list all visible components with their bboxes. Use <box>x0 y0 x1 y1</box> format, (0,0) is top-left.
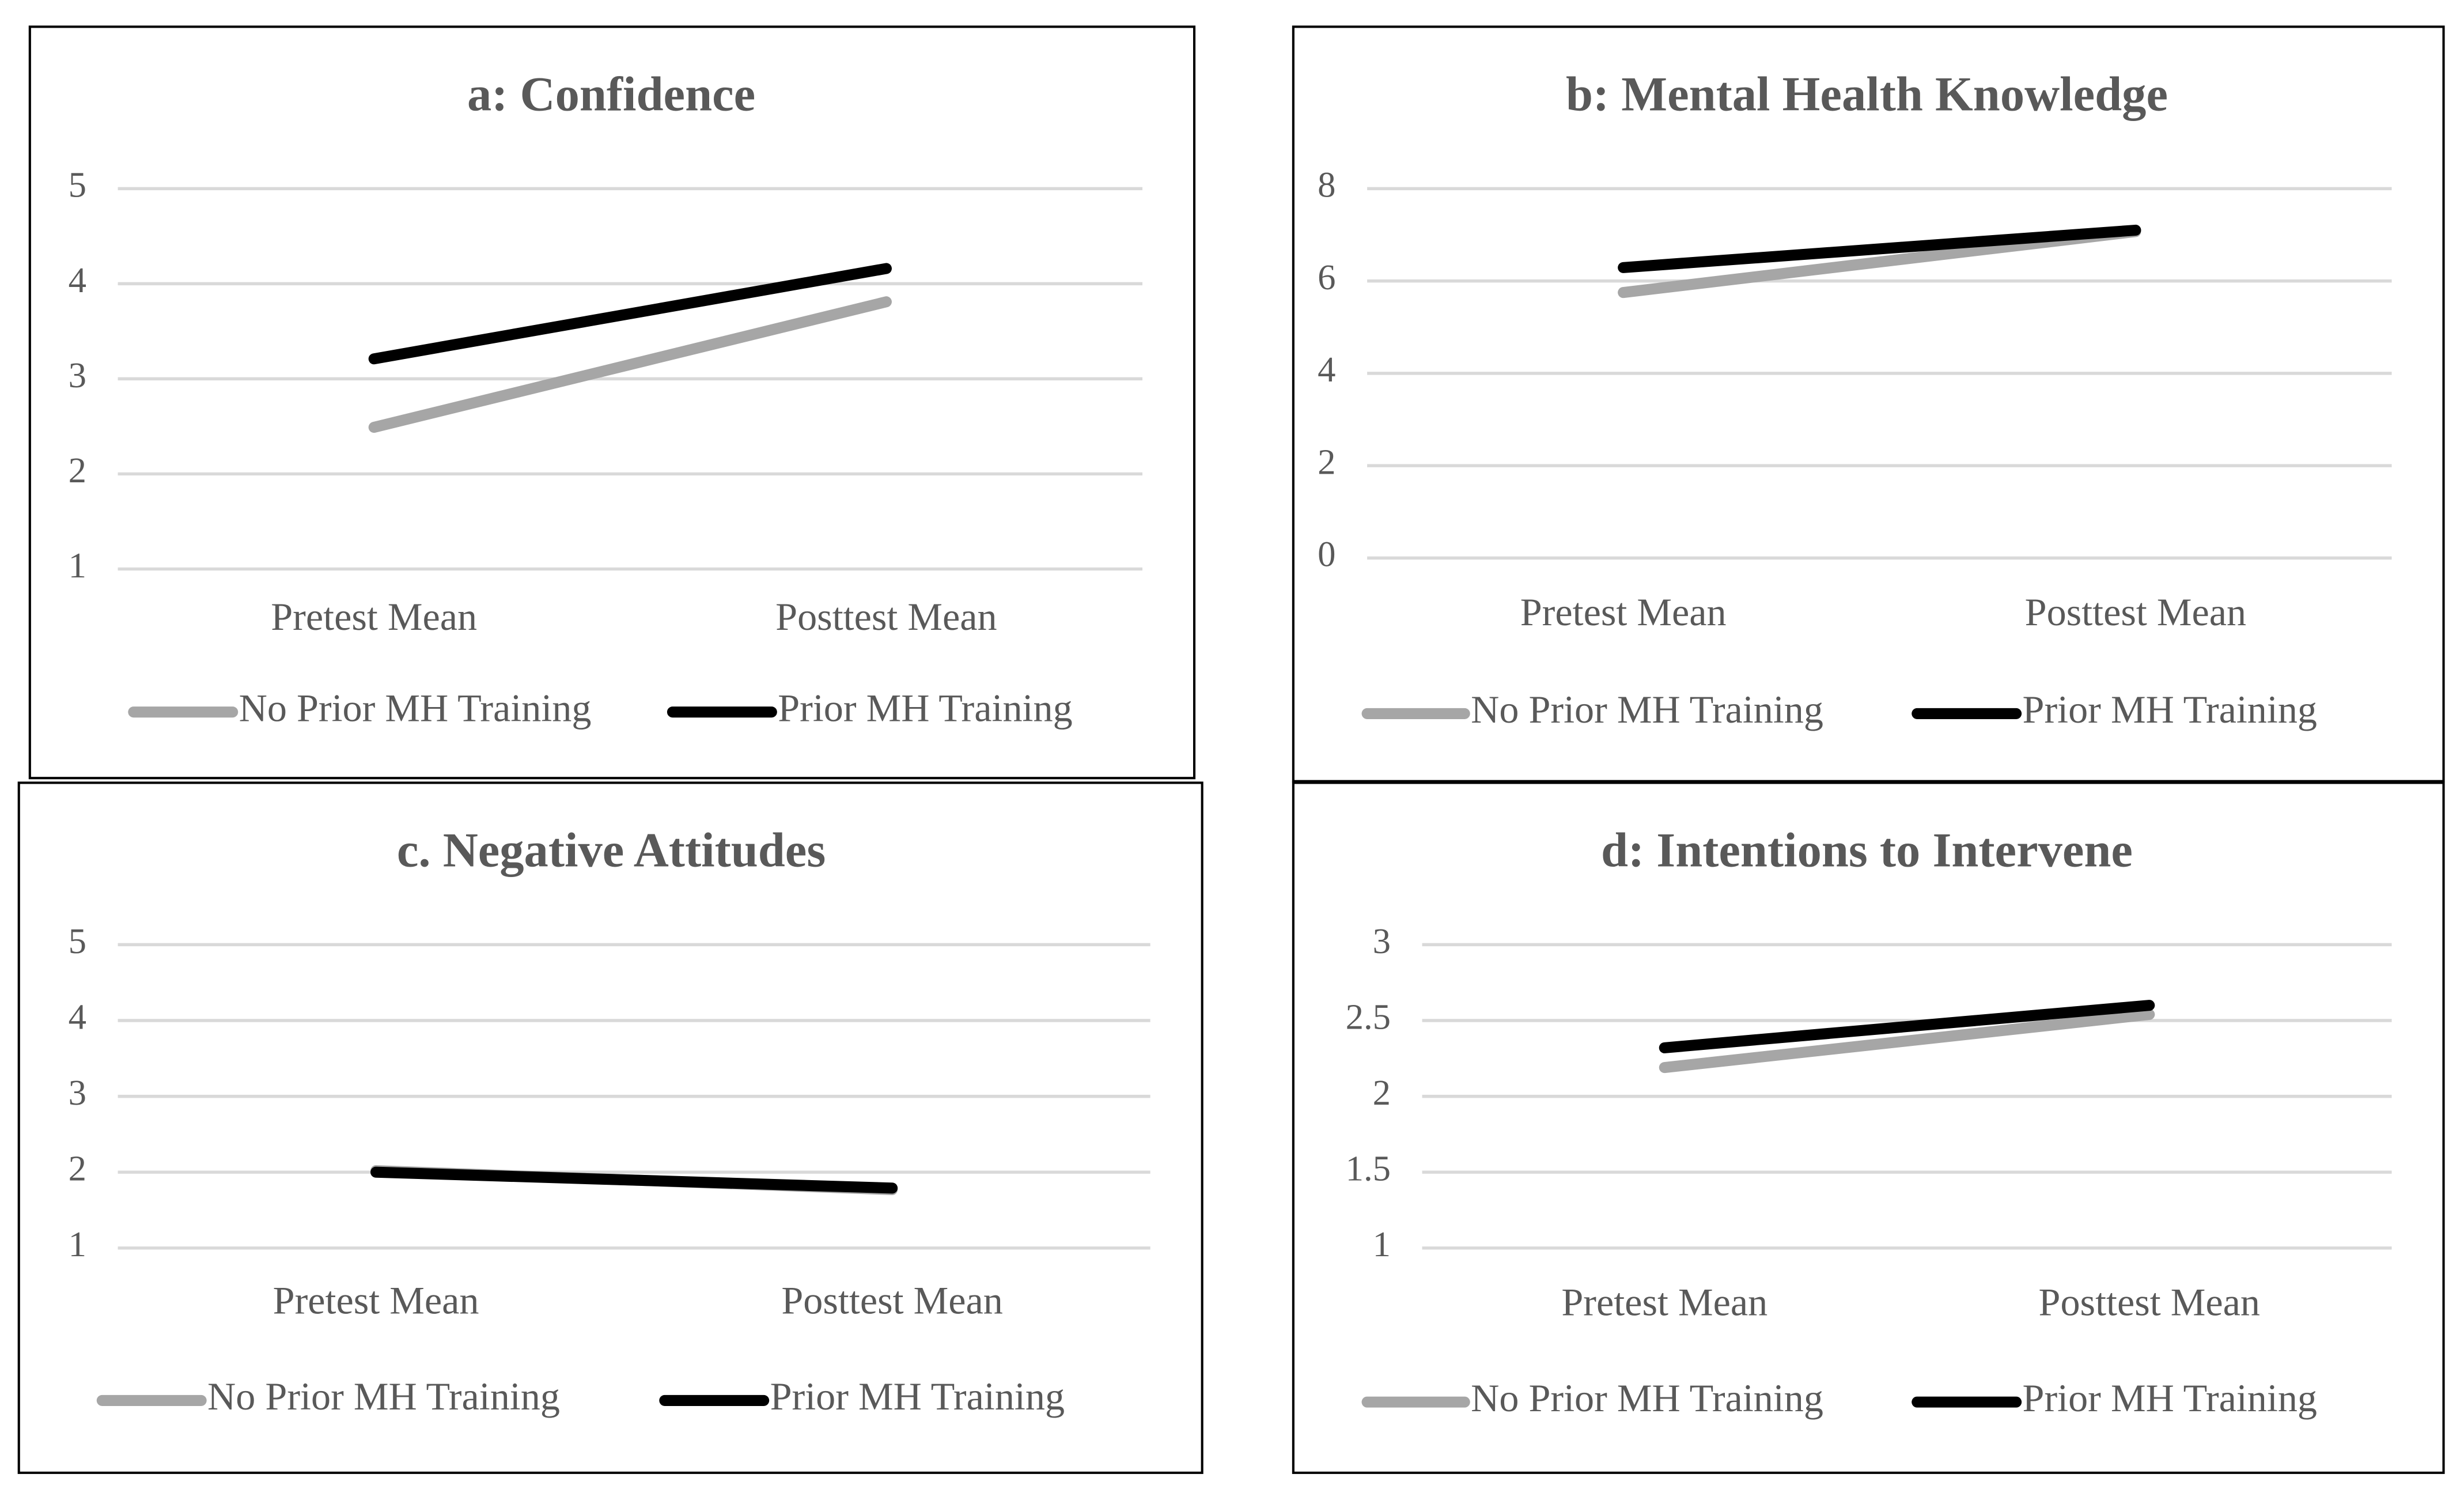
y-tick-label: 3 <box>1373 921 1391 961</box>
series-line <box>1659 1000 2155 1053</box>
legend-label: Prior MH Training <box>778 686 1073 730</box>
x-tick-label: Pretest Mean <box>273 1279 479 1322</box>
y-tick-label: 1 <box>69 1224 86 1264</box>
panel-border <box>1292 781 2445 1474</box>
x-tick-label: Posttest Mean <box>781 1279 1003 1322</box>
legend-label: Prior MH Training <box>2023 687 2318 731</box>
chart-title: a: Confidence <box>467 67 755 121</box>
chart-title: d: Intentions to Intervene <box>1601 823 2133 877</box>
y-tick-label: 2 <box>1318 442 1335 482</box>
y-tick-label: 2 <box>1373 1072 1391 1113</box>
x-tick-label: Pretest Mean <box>1520 590 1727 634</box>
y-tick-label: 4 <box>69 996 86 1037</box>
y-tick-label: 8 <box>1318 165 1335 205</box>
y-tick-label: 1 <box>1373 1224 1391 1264</box>
legend-label: Prior MH Training <box>2023 1376 2318 1420</box>
y-tick-label: 6 <box>1318 257 1335 297</box>
x-tick-label: Posttest Mean <box>2039 1280 2261 1324</box>
y-tick-label: 2 <box>69 1148 86 1189</box>
series-line <box>368 296 892 433</box>
series-line <box>1618 224 2141 273</box>
panel-border <box>28 25 1196 780</box>
x-tick-label: Pretest Mean <box>1561 1280 1767 1324</box>
series-line <box>1659 1008 2155 1074</box>
chart-title: b: Mental Health Knowledge <box>1566 67 2168 121</box>
y-tick-label: 4 <box>1318 349 1335 390</box>
y-tick-label: 3 <box>69 355 86 395</box>
legend-label: No Prior MH Training <box>1471 687 1823 731</box>
y-tick-label: 1.5 <box>1346 1148 1391 1189</box>
x-tick-label: Pretest Mean <box>271 595 477 638</box>
y-tick-label: 2.5 <box>1346 996 1391 1037</box>
x-tick-label: Posttest Mean <box>775 595 997 638</box>
legend-label: No Prior MH Training <box>207 1374 560 1418</box>
y-tick-label: 5 <box>69 165 86 205</box>
y-tick-label: 0 <box>1318 534 1335 575</box>
legend-label: Prior MH Training <box>770 1374 1065 1418</box>
legend-label: No Prior MH Training <box>239 686 592 730</box>
y-tick-label: 2 <box>69 450 86 490</box>
y-tick-label: 4 <box>69 260 86 300</box>
x-tick-label: Posttest Mean <box>2025 590 2247 634</box>
series-line <box>368 263 892 365</box>
y-tick-label: 5 <box>69 921 86 961</box>
chart-title: c. Negative Attitudes <box>397 823 826 877</box>
panel-border <box>1292 25 2445 783</box>
series-line <box>370 1166 898 1194</box>
y-tick-label: 1 <box>69 545 86 585</box>
y-tick-label: 3 <box>69 1072 86 1113</box>
panel-border <box>17 781 1203 1474</box>
legend-label: No Prior MH Training <box>1471 1376 1823 1420</box>
